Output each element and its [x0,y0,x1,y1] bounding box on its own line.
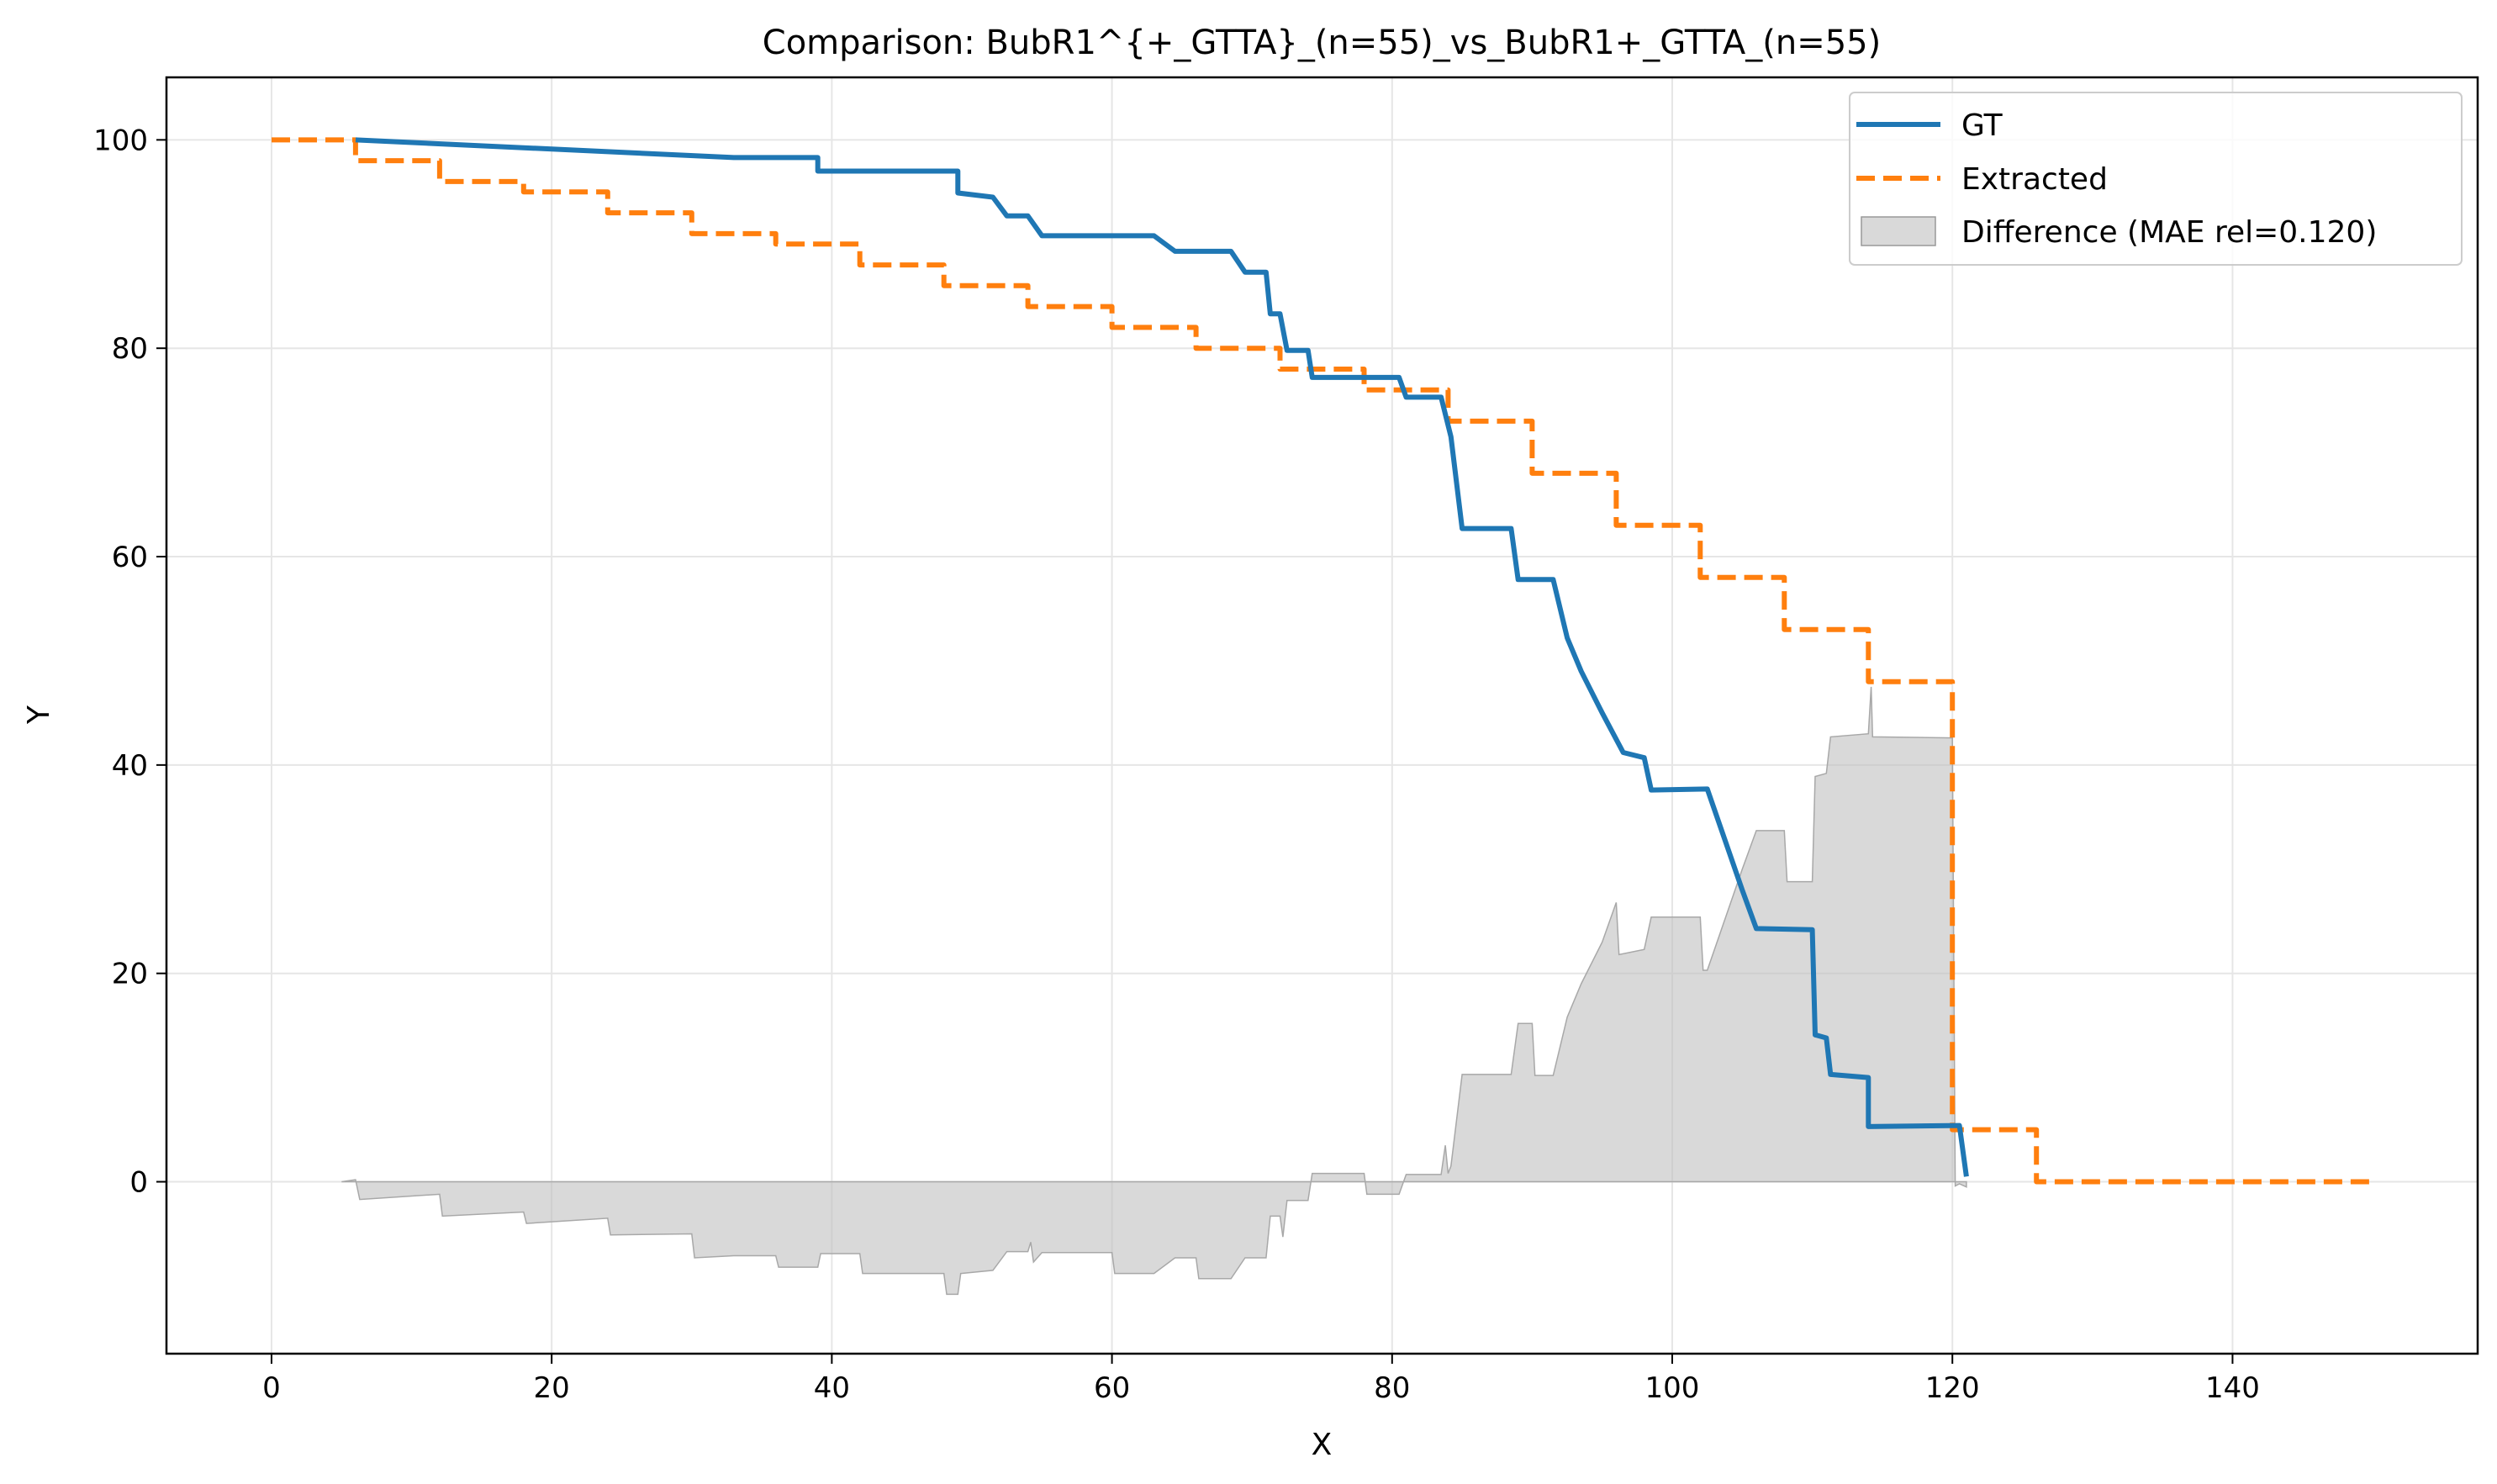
axis-ticks: 0 20 40 60 80 100 120 140 0 20 40 60 80 100 [93,124,2260,1405]
x-tick-label: 100 [1645,1371,1700,1405]
x-tick-label: 40 [814,1371,850,1405]
difference-area-layer [341,686,1967,1296]
y-tick-label: 100 [93,124,148,157]
y-tick-label: 60 [112,541,148,574]
x-tick-label: 20 [534,1371,570,1405]
plot-frame [165,76,2479,1355]
series-layer [272,137,2373,1185]
x-tick-label: 120 [1925,1371,1980,1405]
y-tick-label: 80 [112,332,148,366]
y-axis-label: Y [22,705,56,725]
chart-title: Comparison: BubR1^{+_GTTA}_(n=55)_vs_Bub… [763,24,1881,62]
y-tick-label: 0 [129,1166,148,1200]
x-tick-label: 80 [1374,1371,1410,1405]
x-tick-label: 140 [2205,1371,2260,1405]
legend-difference-label: Difference (MAE rel=0.120) [1961,215,2377,250]
y-tick-label: 40 [112,749,148,783]
y-tick-label: 20 [112,958,148,991]
legend-box [1849,92,2463,266]
series-line-gt [355,137,1969,1177]
x-tick-label: 60 [1094,1371,1130,1405]
difference-area [341,686,1967,1296]
legend-difference-swatch [1861,216,1936,246]
x-tick-label: 0 [262,1371,281,1405]
x-axis-label: X [1312,1428,1333,1462]
legend: GT Extracted Difference (MAE rel=0.120) [1849,92,2463,266]
legend-extracted-label: Extracted [1961,162,2108,197]
legend-gt-label: GT [1961,108,2003,143]
series-line-extracted [272,137,2373,1185]
